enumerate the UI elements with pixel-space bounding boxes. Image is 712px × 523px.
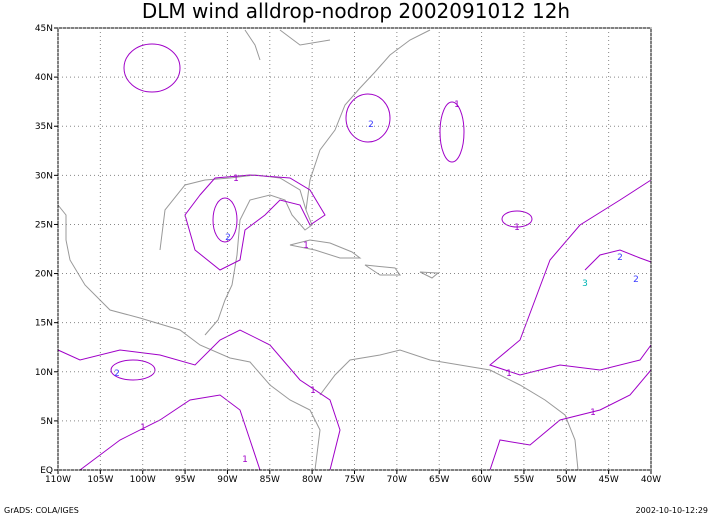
contour-label: 2 [368, 120, 374, 130]
contour-label: 1 [310, 386, 316, 396]
contour-label: 2 [617, 253, 623, 263]
contour-label: 2 [114, 369, 120, 379]
y-tick-label: 5N [41, 417, 53, 427]
x-tick-label: 70W [387, 475, 407, 485]
x-tick-label: 65W [429, 475, 449, 485]
x-tick-label: 85W [260, 475, 280, 485]
x-tick-label: 60W [471, 475, 491, 485]
y-tick-label: 20N [35, 270, 53, 280]
x-tick-label: 95W [175, 475, 195, 485]
contour-label: 3 [582, 279, 588, 289]
coastlines [57, 29, 579, 471]
y-tick-label: 40N [35, 73, 53, 83]
contour-label: 1 [590, 408, 596, 418]
x-tick-label: 50W [556, 475, 576, 485]
x-tick-label: 80W [302, 475, 322, 485]
contour-label: 1 [140, 423, 146, 433]
y-tick-label: 10N [35, 368, 53, 378]
title: DLM wind alldrop-nodrop 2002091012 12h [142, 0, 570, 23]
footer-right: 2002-10-10-12:29 [636, 506, 708, 515]
x-tick-label: 100W [130, 475, 156, 485]
x-tick-label: 110W [45, 475, 71, 485]
y-tick-label: EQ [40, 466, 53, 476]
y-tick-label: 15N [35, 319, 53, 329]
contour-label: 1 [303, 241, 309, 251]
footer-left: GrADS: COLA/IGES [4, 506, 79, 515]
contour-label: 1 [506, 369, 512, 379]
y-tick-label: 35N [35, 122, 53, 132]
x-tick-label: 90W [217, 475, 237, 485]
contour-label: 2 [225, 233, 231, 243]
contour-label: 1 [454, 100, 460, 110]
x-tick-label: 45W [598, 475, 618, 485]
y-tick-label: 25N [35, 220, 53, 230]
contours [57, 43, 652, 471]
contour-label: 1 [233, 174, 239, 184]
contour-label: 1 [242, 455, 248, 465]
y-tick-label: 30N [35, 171, 53, 181]
contour-label: 2 [633, 275, 639, 285]
x-tick-label: 105W [87, 475, 113, 485]
x-tick-label: 55W [514, 475, 534, 485]
x-tick-label: 75W [344, 475, 364, 485]
y-tick-label: 45N [35, 24, 53, 34]
x-tick-label: 40W [641, 475, 661, 485]
contour-label: 1 [514, 223, 520, 233]
